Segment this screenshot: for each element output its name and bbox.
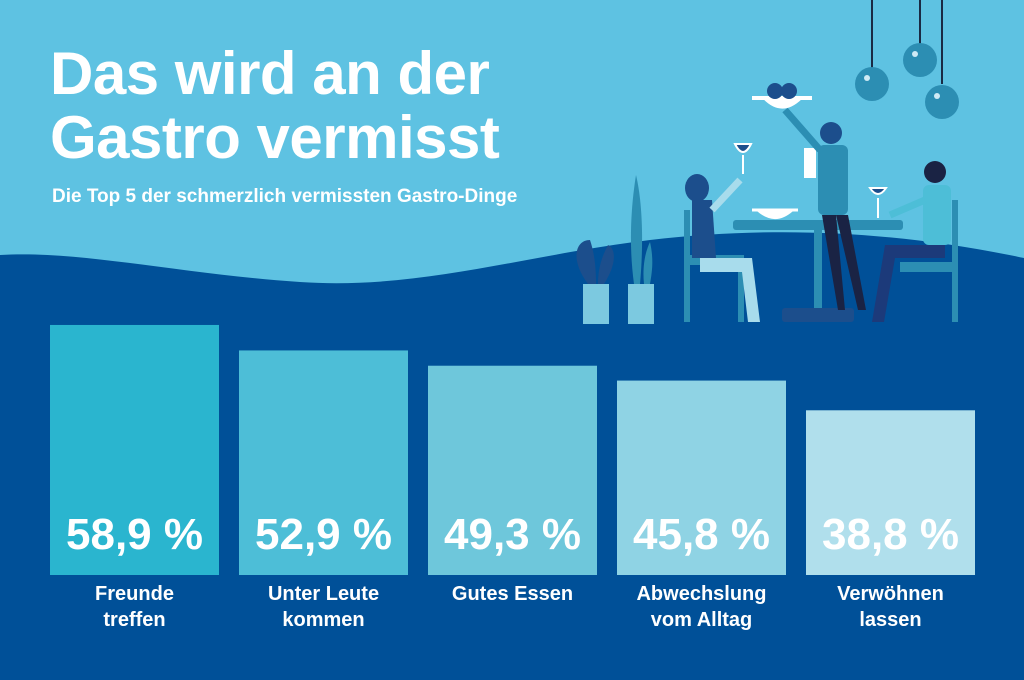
category-label: Gutes Essen (451, 583, 574, 605)
category-label: Freunde treffen (95, 583, 174, 631)
bar (428, 365, 597, 575)
bar (50, 324, 219, 575)
bar (239, 350, 408, 575)
category-label: Abwechslung vom Alltag (636, 583, 767, 631)
page-title: Das wird an der Gastro vermisst (50, 40, 500, 171)
subtitle: Die Top 5 der schmerzlich vermissten Gas… (52, 186, 518, 207)
data-label: 52,9 % (255, 510, 392, 559)
title-line-2: Gastro vermisst (50, 104, 500, 171)
data-label: 49,3 % (444, 510, 581, 559)
plant-icon (576, 175, 654, 324)
data-label: 58,9 % (66, 510, 203, 559)
title-line-1: Das wird an der (50, 40, 490, 107)
data-label: 45,8 % (633, 510, 770, 559)
restaurant-illustration (576, 0, 959, 324)
guest-man-icon (868, 161, 951, 322)
data-label: 38,8 % (822, 510, 959, 559)
category-label: Unter Leute kommen (267, 583, 380, 631)
bar (617, 380, 786, 575)
table-icon (733, 220, 903, 230)
pendant-lamps-icon (855, 0, 959, 119)
waiter-icon (752, 83, 866, 310)
category-label: Verwöhnen lassen (837, 583, 944, 631)
bar (806, 410, 975, 575)
